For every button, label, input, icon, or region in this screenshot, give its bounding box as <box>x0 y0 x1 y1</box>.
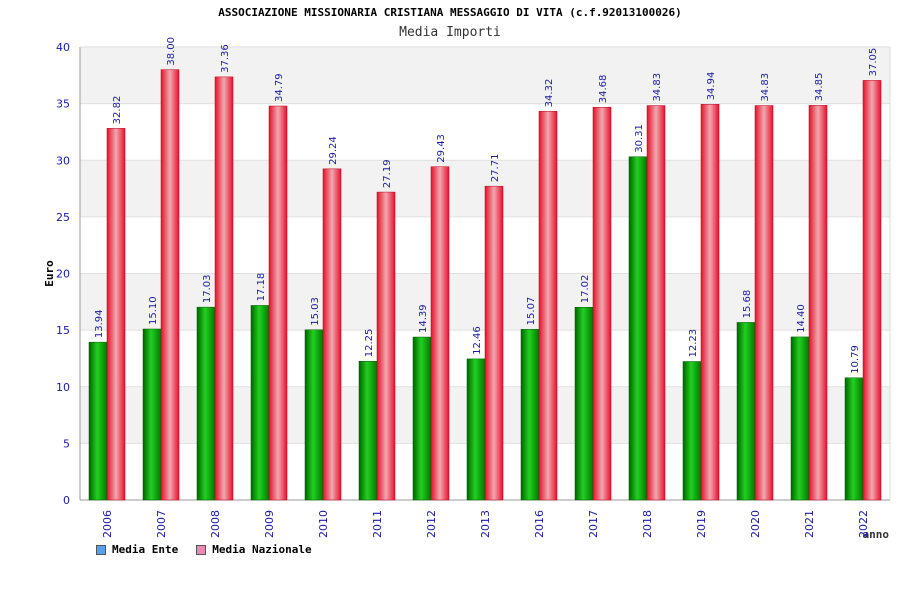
chart-subtitle: Media Importi <box>399 25 501 40</box>
bar-media-ente <box>736 322 756 501</box>
y-tick-label: 15 <box>56 324 70 337</box>
data-label: 34.32 <box>544 79 555 108</box>
bar-media-nazionale <box>808 105 828 501</box>
data-label: 17.18 <box>256 273 267 302</box>
x-tick-label: 2009 <box>263 510 276 538</box>
x-tick-label: 2008 <box>209 510 222 538</box>
y-tick-label: 10 <box>56 381 70 394</box>
x-tick-label: 2021 <box>803 510 816 538</box>
bar-media-nazionale <box>106 128 126 501</box>
bar-media-nazionale <box>700 104 720 501</box>
data-label: 29.43 <box>436 134 447 163</box>
legend-swatch-media-ente <box>96 544 106 555</box>
x-tick-label: 2016 <box>533 510 546 538</box>
bar-media-ente <box>196 306 216 501</box>
data-label: 17.03 <box>202 274 213 303</box>
y-tick-label: 20 <box>56 268 70 281</box>
data-label: 15.07 <box>526 297 537 326</box>
data-label: 14.39 <box>418 304 429 333</box>
legend: Media Ente Media Nazionale <box>96 543 312 556</box>
data-label: 37.36 <box>220 44 231 73</box>
bar-media-ente <box>304 329 324 501</box>
data-label: 15.03 <box>310 297 321 326</box>
x-tick-label: 2022 <box>857 510 870 538</box>
data-label: 32.82 <box>112 96 123 125</box>
legend-item-media-nazionale[interactable]: Media Nazionale <box>196 543 312 556</box>
data-label: 27.19 <box>382 159 393 188</box>
data-label: 34.83 <box>760 73 771 102</box>
data-label: 15.10 <box>148 296 159 325</box>
bar-media-ente <box>682 361 702 501</box>
x-tick-label: 2012 <box>425 510 438 538</box>
x-tick-label: 2010 <box>317 510 330 538</box>
x-tick-label: 2013 <box>479 510 492 538</box>
bar-media-nazionale <box>214 76 234 501</box>
bar-media-nazionale <box>646 105 666 501</box>
legend-item-media-ente[interactable]: Media Ente <box>96 543 178 556</box>
x-tick-label: 2018 <box>641 510 654 538</box>
bar-media-nazionale <box>322 168 342 501</box>
y-tick-label: 5 <box>63 437 70 450</box>
data-label: 38.00 <box>166 37 177 66</box>
data-label: 14.40 <box>796 304 807 333</box>
y-tick-label: 30 <box>56 154 70 167</box>
bar-media-ente <box>790 336 810 501</box>
data-label: 34.85 <box>814 73 825 102</box>
bar-media-ente <box>628 156 648 501</box>
data-label: 17.02 <box>580 275 591 304</box>
bar-media-nazionale <box>484 185 504 501</box>
bar-media-ente <box>412 336 432 501</box>
data-label: 12.46 <box>472 326 483 355</box>
bar-media-ente <box>466 358 486 501</box>
x-tick-label: 2017 <box>587 510 600 538</box>
data-label: 30.31 <box>634 124 645 153</box>
bar-media-ente <box>574 306 594 501</box>
data-label: 12.23 <box>688 329 699 358</box>
x-axis-label: anno <box>863 528 890 541</box>
legend-label-media-nazionale: Media Nazionale <box>212 543 312 556</box>
bar-media-ente <box>844 377 864 501</box>
x-tick-label: 2011 <box>371 510 384 538</box>
data-label: 27.71 <box>490 154 501 183</box>
bar-media-ente <box>358 361 378 501</box>
data-label: 37.05 <box>868 48 879 77</box>
x-tick-label: 2006 <box>101 510 114 538</box>
chart-title: ASSOCIAZIONE MISSIONARIA CRISTIANA MESSA… <box>218 6 682 19</box>
y-tick-label: 35 <box>56 98 70 111</box>
bar-media-ente <box>88 341 108 501</box>
data-label: 34.79 <box>274 73 285 102</box>
bar-media-nazionale <box>268 105 288 501</box>
data-label: 34.68 <box>598 75 609 104</box>
data-label: 34.94 <box>706 72 717 101</box>
data-label: 15.68 <box>742 290 753 319</box>
data-label: 10.79 <box>850 345 861 374</box>
bar-media-ente <box>142 328 162 501</box>
y-axis-label: Euro <box>43 260 56 287</box>
bar-media-nazionale <box>592 106 612 501</box>
bar-media-nazionale <box>430 166 450 501</box>
data-label: 12.25 <box>364 329 375 358</box>
y-tick-label: 25 <box>56 211 70 224</box>
bar-media-nazionale <box>160 69 180 501</box>
bar-media-nazionale <box>862 80 882 501</box>
data-label: 29.24 <box>328 136 339 165</box>
y-tick-label: 0 <box>63 494 70 507</box>
bar-media-ente <box>250 305 270 501</box>
x-tick-label: 2020 <box>749 510 762 538</box>
x-tick-label: 2019 <box>695 510 708 538</box>
legend-label-media-ente: Media Ente <box>112 543 179 556</box>
bar-media-nazionale <box>754 105 774 501</box>
x-tick-label: 2007 <box>155 510 168 538</box>
data-label: 13.94 <box>94 309 105 338</box>
bar-media-ente <box>520 329 540 501</box>
y-tick-label: 40 <box>56 41 70 54</box>
legend-swatch-media-nazionale <box>196 544 207 555</box>
data-label: 34.83 <box>652 73 663 102</box>
bar-media-nazionale <box>538 111 558 501</box>
bar-media-nazionale <box>376 191 396 501</box>
